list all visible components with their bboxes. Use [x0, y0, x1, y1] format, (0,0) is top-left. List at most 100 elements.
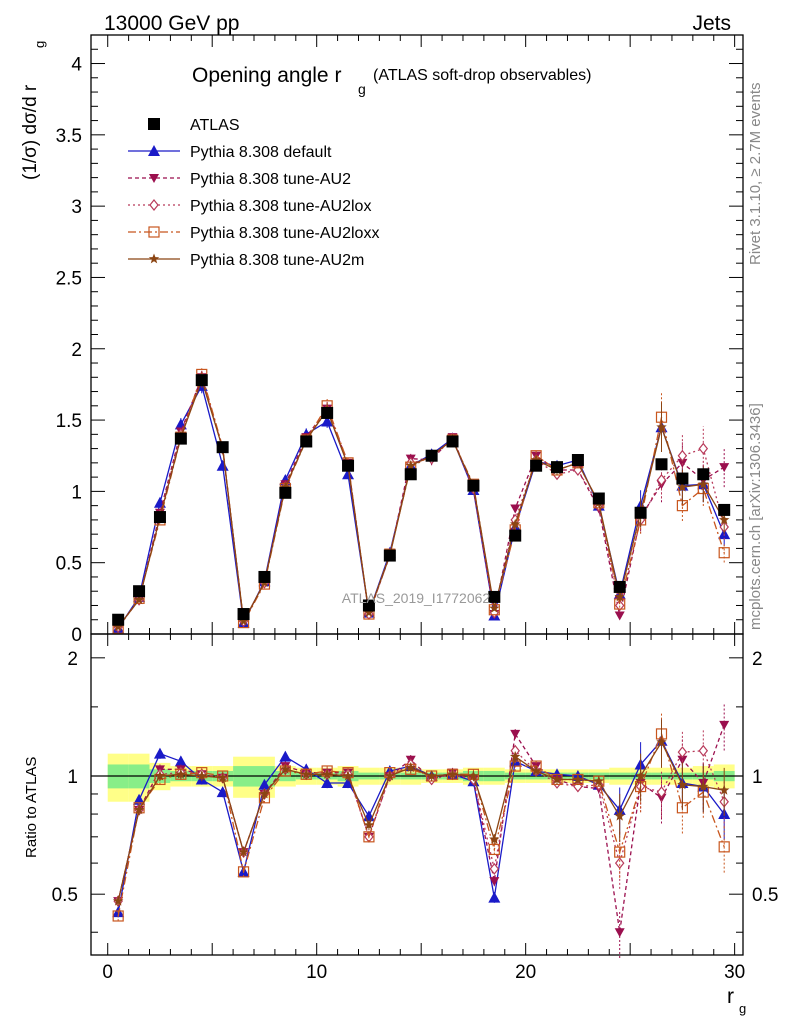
ratio-series-marker [175, 768, 187, 779]
atlas-data-point [530, 459, 543, 472]
ratio-series-marker [342, 770, 354, 781]
chart-title-sub: g [358, 81, 366, 97]
ratio-series-marker [447, 768, 458, 779]
y-tick-label: 4 [71, 55, 82, 76]
ratio-series-marker [153, 747, 166, 759]
ratio-series-line [117, 739, 725, 913]
ratio-series-marker [698, 744, 709, 757]
legend-label: Pythia 8.308 tune-AU2 [190, 171, 351, 188]
ratio-series-marker [489, 877, 500, 887]
series-marker [363, 607, 375, 618]
ratio-series-marker [614, 857, 625, 870]
main-panel: 0 0.5 1 1.5 2 2.5 3 3.5 4 [56, 34, 744, 955]
ratio-series-marker [614, 846, 626, 858]
atlas-data-point [153, 511, 166, 524]
legend-label: Pythia 8.308 tune-AU2lox [190, 198, 371, 215]
ratio-series-marker [154, 770, 166, 781]
ratio-series-marker [572, 774, 584, 784]
x-tick-label: 30 [724, 962, 745, 983]
ratio-series-marker [656, 736, 667, 747]
chart-title-main: Opening angle r [192, 64, 341, 87]
legend-label: Pythia 8.308 tune-AU2loxx [190, 225, 379, 242]
series-marker [280, 481, 291, 492]
ratio-series-line [117, 724, 725, 933]
atlas-data-point [237, 608, 250, 621]
y-axis-label-upper-sub: g [32, 41, 47, 48]
ratio-series-marker [133, 793, 146, 805]
ratio-series-marker [133, 804, 145, 815]
ratio-series-marker [719, 784, 730, 795]
legend-label: ATLAS [190, 117, 240, 134]
legend-marker [148, 145, 160, 156]
y-tick-label: 2 [67, 649, 78, 670]
mcplots-label: mcplots.cern.ch [arXiv:1306.3436] [747, 403, 764, 630]
series-marker [405, 460, 416, 471]
y-axis-label-upper: (1/σ) dσ/d r [20, 84, 41, 180]
atlas-data-point [195, 374, 208, 387]
x-tick-label: 10 [306, 962, 327, 983]
ratio-series-marker [342, 776, 355, 788]
atlas-data-point [216, 441, 229, 454]
series-marker [238, 615, 249, 626]
ratio-series-marker [488, 891, 501, 903]
atlas-data-point [592, 492, 605, 505]
legend-marker [149, 199, 159, 211]
series-marker [718, 528, 731, 540]
atlas-data-point [571, 454, 584, 467]
atlas-data-point [676, 472, 689, 485]
ratio-series-marker [677, 779, 688, 790]
atlas-data-point [300, 435, 313, 448]
ratio-panel: 0 10 20 300.5 0.51 12 2 [52, 35, 778, 983]
y-tick-label: 2 [71, 340, 82, 361]
series-marker [321, 415, 334, 427]
series-marker [112, 621, 124, 632]
ratio-series-marker [279, 750, 292, 762]
legend: ATLAS Pythia 8.308 default Pythia 8.308 tu… [128, 117, 379, 269]
ratio-series-marker [363, 831, 375, 843]
atlas-data-point [362, 599, 375, 612]
series-marker [677, 481, 688, 492]
series-marker [342, 468, 355, 480]
legend-label: Pythia 8.308 default [190, 144, 332, 161]
y-tick-label-right: 0.5 [752, 885, 778, 906]
atlas-data-point [404, 468, 417, 481]
y-tick-label: 0 [71, 625, 82, 646]
ratio-series-marker [635, 770, 646, 781]
ratio-series-marker [112, 895, 124, 906]
y-tick-label: 1 [67, 767, 78, 788]
ratio-series-marker [551, 774, 563, 784]
ratio-series-marker [363, 819, 375, 830]
ratio-series-marker [112, 910, 124, 922]
series-marker [614, 599, 625, 612]
legend-marker [148, 226, 160, 238]
ratio-series-line [117, 749, 725, 902]
series-marker [677, 449, 688, 462]
ratio-series-marker [614, 928, 625, 938]
ratio-series-marker [258, 778, 271, 790]
y-tick-label: 2.5 [56, 268, 82, 289]
ratio-series-line [117, 740, 725, 902]
atlas-data-point [383, 549, 396, 562]
atlas-data-point [488, 590, 501, 603]
ratio-series-marker [196, 770, 207, 781]
atlas-data-point [133, 585, 146, 598]
y-tick-label: 1.5 [56, 411, 82, 432]
atlas-data-point [279, 486, 292, 499]
atlas-data-point [613, 580, 626, 593]
atlas-data-point [342, 459, 355, 472]
legend-marker [148, 253, 160, 264]
watermark-label: ATLAS_2019_I1772062 [342, 590, 491, 606]
ratio-series-marker [426, 770, 437, 781]
y-tick-label: 3 [71, 197, 82, 218]
x-tick-label: 0 [102, 962, 113, 983]
series-marker [489, 602, 500, 613]
y-axis-label-lower: Ratio to ATLAS [23, 757, 40, 858]
y-tick-label: 1 [71, 482, 82, 503]
atlas-data-point [112, 613, 125, 626]
series-marker [698, 442, 709, 455]
ratio-series-marker [301, 768, 312, 779]
ratio-series-marker [238, 846, 249, 857]
atlas-data-point [425, 449, 438, 462]
ratio-series-marker [656, 793, 667, 803]
